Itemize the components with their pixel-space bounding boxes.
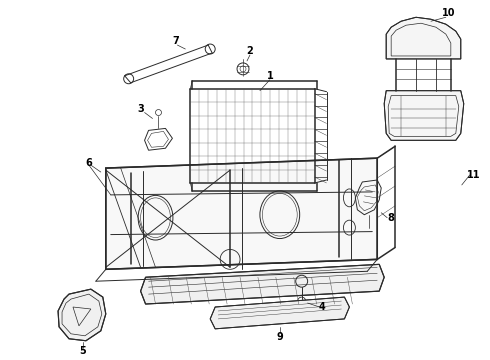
Text: 3: 3 <box>137 104 144 113</box>
Text: 1: 1 <box>267 71 273 81</box>
Polygon shape <box>210 297 349 329</box>
Polygon shape <box>58 289 106 341</box>
Text: 10: 10 <box>442 8 456 18</box>
Text: 9: 9 <box>276 332 283 342</box>
Polygon shape <box>106 158 377 269</box>
Text: 4: 4 <box>318 302 325 312</box>
Text: 2: 2 <box>246 46 253 56</box>
Polygon shape <box>141 264 384 304</box>
Text: 8: 8 <box>388 213 394 223</box>
Polygon shape <box>386 17 461 59</box>
Polygon shape <box>384 91 464 140</box>
Text: 7: 7 <box>172 36 179 46</box>
Text: 5: 5 <box>79 346 86 356</box>
Text: 11: 11 <box>467 170 481 180</box>
Text: 6: 6 <box>86 158 92 168</box>
